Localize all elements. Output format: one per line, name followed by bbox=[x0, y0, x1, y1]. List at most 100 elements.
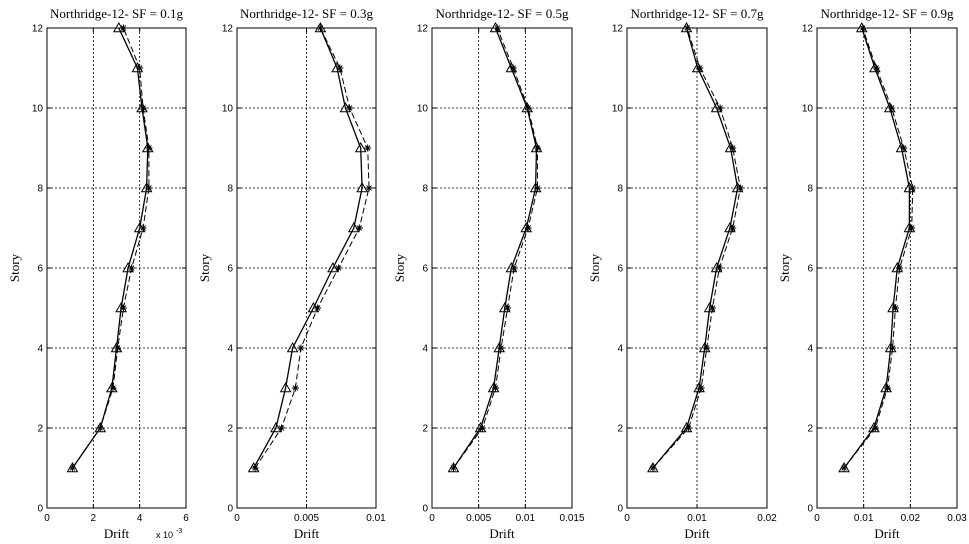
data-point-star bbox=[889, 344, 897, 352]
x-tick-label: 0 bbox=[814, 513, 820, 524]
data-point-star bbox=[114, 344, 122, 352]
y-tick-label: 8 bbox=[617, 184, 623, 195]
x-exponent-label: x 10 bbox=[156, 530, 173, 540]
data-point-star bbox=[696, 64, 704, 72]
data-point-triangle bbox=[279, 381, 292, 393]
y-tick-label: 2 bbox=[37, 424, 43, 435]
y-axis-label: Story bbox=[7, 253, 22, 282]
y-tick-label: 4 bbox=[37, 344, 43, 355]
y-tick-label: 12 bbox=[802, 24, 814, 35]
data-point-star bbox=[96, 424, 104, 432]
data-point-star bbox=[136, 64, 144, 72]
y-tick-label: 10 bbox=[222, 104, 234, 115]
data-point-star bbox=[840, 464, 848, 472]
chart-title: Northridge-12- SF = 0.3g bbox=[240, 6, 373, 21]
data-point-star bbox=[872, 64, 880, 72]
y-axis-label: Story bbox=[197, 253, 212, 282]
x-axis-label: Drift bbox=[874, 526, 900, 541]
y-tick-label: 4 bbox=[422, 344, 428, 355]
y-tick-label: 0 bbox=[422, 504, 428, 515]
y-tick-label: 2 bbox=[617, 424, 623, 435]
y-tick-label: 0 bbox=[37, 504, 43, 515]
x-tick-label: 0.01 bbox=[516, 513, 536, 524]
y-tick-label: 6 bbox=[617, 264, 623, 275]
data-point-star bbox=[891, 304, 899, 312]
data-point-triangle bbox=[680, 21, 693, 33]
data-point-star bbox=[909, 184, 917, 192]
data-point-star bbox=[365, 184, 373, 192]
data-point-star bbox=[703, 344, 711, 352]
data-point-star bbox=[346, 104, 354, 112]
x-axis-label: Drift bbox=[104, 526, 130, 541]
x-exponent-power: -3 bbox=[176, 528, 182, 535]
y-tick-label: 2 bbox=[227, 424, 233, 435]
data-point-triangle bbox=[347, 221, 360, 233]
series-line-dashed bbox=[254, 27, 370, 469]
y-tick-label: 10 bbox=[32, 104, 44, 115]
y-tick-label: 12 bbox=[612, 24, 624, 35]
data-point-star bbox=[109, 384, 117, 392]
y-tick-label: 4 bbox=[227, 344, 233, 355]
data-point-star bbox=[908, 224, 916, 232]
data-point-triangle bbox=[141, 141, 154, 153]
x-axis-label: Drift bbox=[684, 526, 710, 541]
y-tick-label: 10 bbox=[802, 104, 814, 115]
y-tick-label: 8 bbox=[227, 184, 233, 195]
data-point-star bbox=[364, 144, 372, 152]
data-point-star bbox=[139, 224, 147, 232]
x-tick-label: 0.02 bbox=[757, 513, 777, 524]
data-point-star bbox=[685, 424, 693, 432]
series-line-solid bbox=[253, 27, 363, 469]
series-line-solid bbox=[652, 27, 739, 469]
data-point-star bbox=[334, 264, 342, 272]
data-point-triangle bbox=[521, 101, 534, 113]
data-point-triangle bbox=[94, 421, 107, 433]
x-tick-label: 0 bbox=[624, 513, 630, 524]
data-point-star bbox=[504, 304, 512, 312]
x-tick-label: 0.01 bbox=[366, 513, 386, 524]
y-tick-label: 6 bbox=[37, 264, 43, 275]
x-tick-label: 0.01 bbox=[687, 513, 707, 524]
x-tick-label: 0 bbox=[234, 513, 240, 524]
data-point-star bbox=[497, 344, 505, 352]
data-point-star bbox=[336, 64, 344, 72]
data-point-star bbox=[729, 224, 737, 232]
data-point-star bbox=[251, 464, 259, 472]
data-point-star bbox=[145, 184, 153, 192]
y-tick-label: 10 bbox=[612, 104, 624, 115]
chart-panel-1: Northridge-12- SF = 0.1g 0 2 4 6 0 2 4 6 8 10 12 Dri… bbox=[7, 6, 189, 541]
data-point-triangle bbox=[112, 21, 125, 33]
y-tick-label: 6 bbox=[422, 264, 428, 275]
data-point-star bbox=[510, 264, 518, 272]
y-tick-label: 2 bbox=[422, 424, 428, 435]
data-point-star bbox=[314, 304, 322, 312]
chart-panel-2: Northridge-12- SF = 0.3g 0 0.005 0.01 0 2 4 6 8 1… bbox=[197, 6, 386, 541]
data-point-star bbox=[449, 464, 457, 472]
data-point-triangle bbox=[339, 101, 352, 113]
data-point-triangle bbox=[354, 141, 367, 153]
y-axis-label: Story bbox=[587, 253, 602, 282]
data-point-star bbox=[883, 384, 891, 392]
chart-title: Northridge-12- SF = 0.9g bbox=[821, 6, 954, 21]
x-tick-label: 0.005 bbox=[466, 513, 491, 524]
data-point-star bbox=[524, 104, 532, 112]
data-point-star bbox=[697, 384, 705, 392]
x-tick-label: 0.01 bbox=[854, 513, 874, 524]
x-axis-label: Drift bbox=[489, 526, 515, 541]
series-line-dashed bbox=[652, 27, 741, 469]
data-point-star bbox=[491, 384, 499, 392]
y-tick-label: 8 bbox=[807, 184, 813, 195]
x-tick-label: 0.03 bbox=[947, 513, 967, 524]
data-point-star bbox=[145, 144, 153, 152]
data-point-star bbox=[533, 144, 541, 152]
chart-panel-3: Northridge-12- SF = 0.5g 0 0.005 0.01 0.015 0… bbox=[392, 6, 585, 541]
chart-title: Northridge-12- SF = 0.1g bbox=[50, 6, 183, 21]
data-point-star bbox=[524, 224, 532, 232]
y-tick-label: 12 bbox=[417, 24, 429, 35]
y-tick-label: 12 bbox=[222, 24, 234, 35]
series-line-dashed bbox=[843, 27, 914, 469]
data-point-star bbox=[715, 264, 723, 272]
data-point-triangle bbox=[327, 261, 339, 273]
x-tick-label: 2 bbox=[91, 513, 97, 524]
